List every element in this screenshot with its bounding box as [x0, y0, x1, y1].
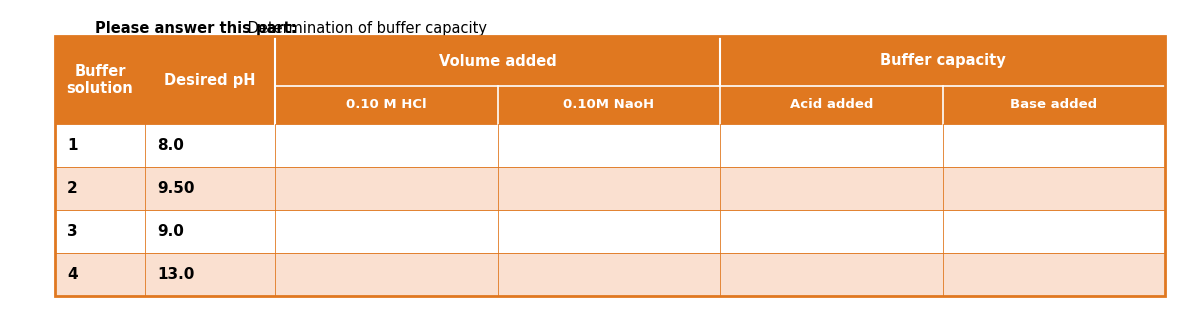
Bar	[275, 36, 720, 86]
Text: 2: 2	[67, 181, 78, 196]
Bar	[275, 86, 498, 124]
Bar	[55, 36, 1165, 296]
Text: Base added: Base added	[1010, 99, 1097, 112]
Bar	[145, 36, 275, 124]
Bar	[942, 86, 1165, 124]
Text: 0.10M NaoH: 0.10M NaoH	[563, 99, 654, 112]
Text: 9.50: 9.50	[157, 181, 194, 196]
Bar	[55, 124, 1165, 167]
Text: 4: 4	[67, 267, 78, 282]
Bar	[720, 36, 1165, 86]
Text: 0.10 M HCl: 0.10 M HCl	[346, 99, 426, 112]
Bar	[55, 167, 1165, 210]
Text: Desired pH: Desired pH	[164, 72, 256, 87]
Text: Buffer
solution: Buffer solution	[67, 64, 133, 96]
Bar	[55, 36, 145, 124]
Bar	[720, 86, 942, 124]
Text: Please answer this part:: Please answer this part:	[95, 21, 296, 36]
Text: 8.0: 8.0	[157, 138, 184, 153]
Text: Determination of buffer capacity: Determination of buffer capacity	[242, 21, 487, 36]
Text: Buffer capacity: Buffer capacity	[880, 53, 1006, 68]
Bar	[55, 210, 1165, 253]
Bar	[498, 86, 720, 124]
Text: 3: 3	[67, 224, 78, 239]
Text: 9.0: 9.0	[157, 224, 184, 239]
Text: Acid added: Acid added	[790, 99, 872, 112]
Text: Volume added: Volume added	[439, 53, 557, 68]
Text: 1: 1	[67, 138, 78, 153]
Bar	[55, 253, 1165, 296]
Text: 13.0: 13.0	[157, 267, 194, 282]
